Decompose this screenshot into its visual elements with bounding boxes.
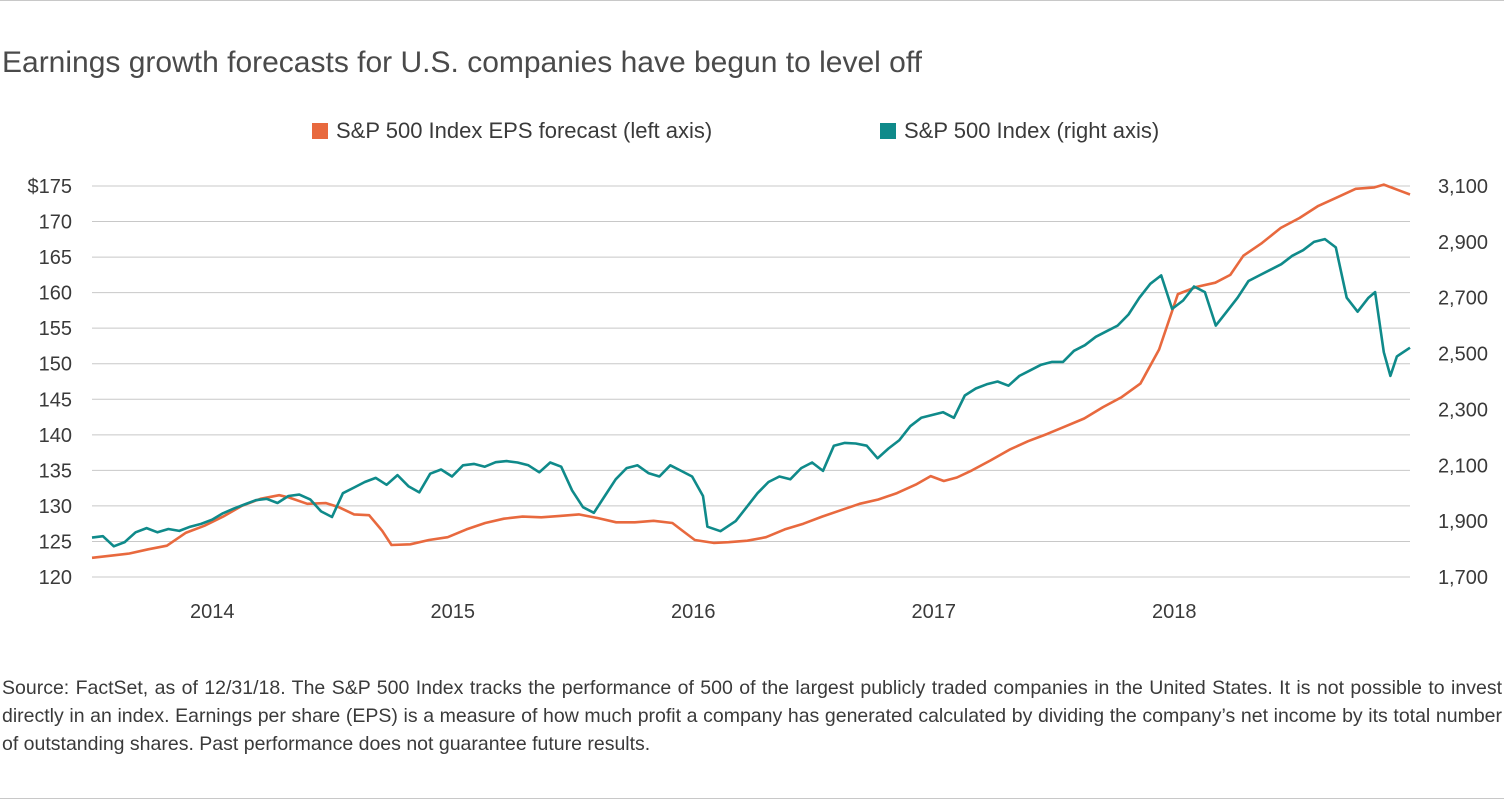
right-axis-tick-label: 1,900: [1438, 511, 1488, 533]
right-axis-tick-label: 1,700: [1438, 567, 1488, 589]
legend-item-index: S&P 500 Index (right axis): [880, 118, 1159, 144]
source-note: Source: FactSet, as of 12/31/18. The S&P…: [2, 677, 1502, 755]
sp500-index-line: [91, 237, 1411, 548]
right-axis-tick-label: 2,500: [1438, 344, 1488, 366]
top-rule: [0, 0, 1504, 1]
right-axis-tick-label: 3,100: [1438, 176, 1488, 198]
legend-item-eps: S&P 500 Index EPS forecast (left axis): [312, 118, 712, 144]
eps-forecast-line: [91, 183, 1411, 560]
chart-legend: S&P 500 Index EPS forecast (left axis) S…: [0, 118, 1504, 148]
legend-swatch-index: [880, 123, 896, 139]
right-axis-tick-label: 2,100: [1438, 455, 1488, 477]
x-axis-tick-label: 2016: [671, 601, 716, 623]
left-axis-tick-label: 140: [39, 425, 72, 447]
x-axis-tick-label: 2015: [431, 601, 476, 623]
left-axis-tick-label: 150: [39, 354, 72, 376]
left-axis-tick-label: 125: [39, 531, 72, 553]
bottom-rule: [0, 798, 1504, 799]
legend-label-index: S&P 500 Index (right axis): [904, 118, 1160, 143]
chart-title: Earnings growth forecasts for U.S. compa…: [2, 46, 922, 79]
legend-label-eps: S&P 500 Index EPS forecast (left axis): [336, 118, 713, 143]
left-axis-tick-label: 155: [39, 318, 72, 340]
left-axis-tick-label: 145: [39, 389, 72, 411]
left-axis-tick-label: 165: [39, 247, 72, 269]
x-axis-tick-label: 2017: [912, 601, 957, 623]
x-axis-tick-label: 2014: [190, 601, 235, 623]
left-axis-tick-label: 160: [39, 283, 72, 305]
right-axis-tick-label: 2,300: [1438, 399, 1488, 421]
right-axis-tick-label: 2,900: [1438, 232, 1488, 254]
legend-swatch-eps: [312, 123, 328, 139]
left-axis-tick-label: 120: [39, 567, 72, 589]
right-axis-tick-label: 2,700: [1438, 288, 1488, 310]
left-axis-tick-label: $175: [28, 176, 73, 198]
left-axis-tick-label: 170: [39, 212, 72, 234]
left-axis-tick-label: 135: [39, 460, 72, 482]
x-axis-tick-label: 2018: [1152, 601, 1197, 623]
line-chart: $175 170 165 160 155 150 145 140 135 130 125 120 3,1…: [28, 176, 1489, 623]
left-axis-tick-label: 130: [39, 496, 72, 518]
